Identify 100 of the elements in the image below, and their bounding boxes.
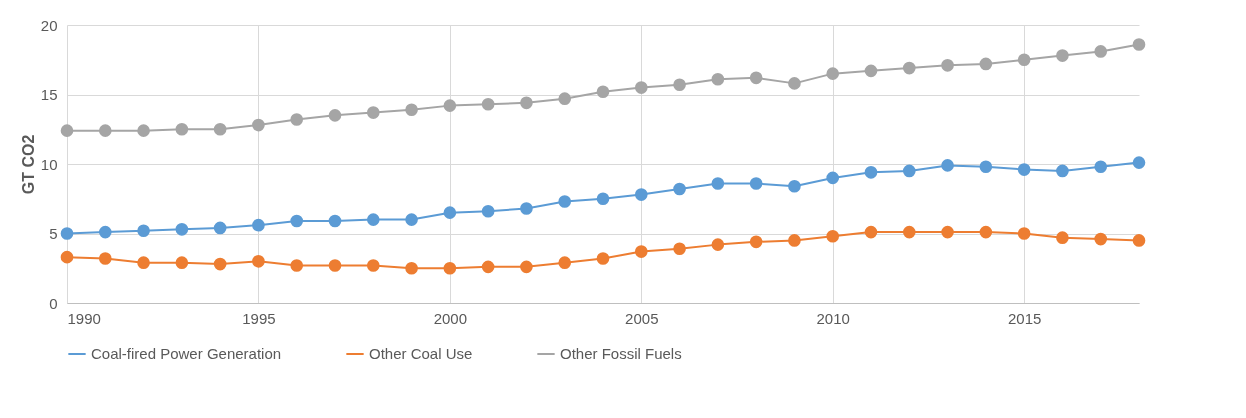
point [366,259,380,272]
point [902,61,916,75]
point [941,159,954,172]
point [290,259,304,272]
point [558,92,572,105]
point [137,256,150,269]
x-tick-label: 2015 [1007,309,1042,327]
point [749,235,763,249]
point [366,213,380,226]
point [1094,45,1108,58]
point [673,242,686,256]
point [1132,38,1146,51]
point [941,59,954,72]
y-axis-title: GT CO2 [19,134,37,195]
point [405,103,418,117]
legend-label: Other Coal Use [369,345,473,362]
point [252,254,265,268]
point [826,171,840,185]
point [634,81,648,94]
point [252,218,265,232]
point [1132,234,1146,247]
legend-label: Coal-fired Power Generation [91,345,282,362]
y-tick-label: 10 [40,155,58,173]
point [443,206,457,219]
point [634,245,648,258]
point [328,109,342,122]
point [60,227,74,240]
point [481,97,495,111]
y-tick-label: 15 [40,86,58,103]
point [673,182,686,196]
x-tick-label: 2000 [433,309,468,327]
point [137,124,150,137]
point [98,225,112,239]
point [60,250,74,264]
point [520,260,533,274]
point [864,166,878,179]
point [864,64,878,78]
point [520,202,533,215]
point [137,224,150,238]
x-tick-label: 2010 [816,309,850,327]
point [558,195,572,208]
point [213,257,227,271]
point [596,252,610,265]
point [673,78,686,92]
y-tick-label: 5 [49,225,58,242]
point [864,225,878,239]
x-tick-label: 2005 [625,309,659,327]
point [711,238,725,251]
point [634,188,648,201]
point [902,164,916,178]
point [558,256,572,269]
point [98,124,112,137]
point [826,229,840,243]
point [979,225,993,239]
point [252,118,265,132]
point [711,72,725,86]
legend-label: Other Fossil Fuels [560,345,682,362]
point [788,234,801,247]
point [98,252,112,265]
point [328,259,342,272]
point [1056,231,1069,244]
point [749,177,763,190]
point [596,85,610,99]
y-tick-label: 20 [40,16,58,34]
point [826,67,840,80]
point [213,122,227,136]
point [213,221,227,235]
point [1017,53,1031,67]
point [175,122,189,136]
point [405,261,418,275]
point [328,214,342,228]
point [1056,49,1069,62]
point [366,106,380,119]
point [596,192,610,206]
point [443,99,457,112]
point [443,261,457,275]
point [481,260,495,274]
x-tick-label: 1990 [67,309,101,327]
point [749,71,763,85]
point [979,57,993,71]
point [405,213,418,226]
point [290,214,304,228]
point [941,225,954,239]
point [979,160,993,174]
point [902,225,916,239]
point [290,113,304,126]
point [1056,164,1069,178]
y-tick-label: 0 [49,294,58,312]
point [175,256,189,269]
point [520,96,533,110]
point [1132,156,1146,169]
point [1017,163,1031,176]
point [788,179,801,193]
point [60,124,74,137]
point [1094,160,1108,174]
point [1017,227,1031,240]
point [481,204,495,218]
point [1094,232,1108,246]
point [711,177,725,190]
point [788,77,801,90]
